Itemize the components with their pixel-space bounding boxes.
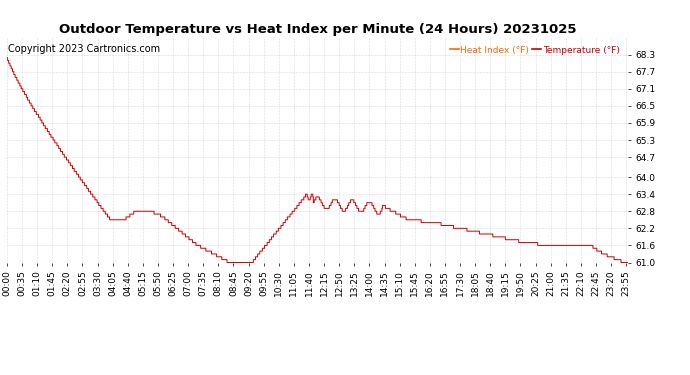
Title: Outdoor Temperature vs Heat Index per Minute (24 Hours) 20231025: Outdoor Temperature vs Heat Index per Mi… — [59, 23, 576, 36]
Legend: Heat Index (°F), Temperature (°F): Heat Index (°F), Temperature (°F) — [446, 42, 623, 58]
Text: Copyright 2023 Cartronics.com: Copyright 2023 Cartronics.com — [8, 44, 160, 54]
